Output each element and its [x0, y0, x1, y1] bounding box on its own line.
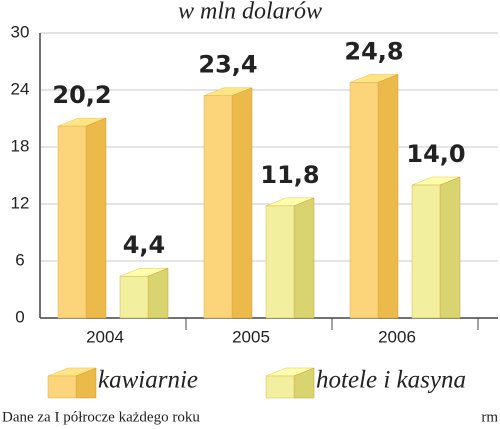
bar — [203, 95, 233, 319]
value-label: 4,4 — [123, 231, 166, 259]
bar — [411, 184, 441, 319]
y-tick-label: 24 — [11, 79, 30, 98]
legend-swatch — [47, 375, 77, 399]
bar — [119, 275, 149, 319]
bar-side — [231, 87, 253, 319]
value-label: 23,4 — [198, 51, 257, 79]
y-tick-label: 6 — [15, 250, 24, 269]
bar-side — [293, 197, 315, 319]
y-tick-label: 18 — [11, 136, 30, 155]
legend-swatch — [265, 375, 295, 399]
y-tick-label: 0 — [15, 307, 24, 326]
value-label: 14,0 — [406, 140, 465, 168]
value-label: 20,2 — [52, 81, 111, 109]
bar — [349, 82, 379, 319]
x-tick-label: 2006 — [378, 327, 416, 346]
legend-label: hotele i kasyna — [316, 367, 466, 394]
bar-side — [147, 267, 169, 319]
value-label: 24,8 — [344, 37, 403, 65]
y-tick-label: 12 — [11, 193, 30, 212]
value-label: 11,8 — [260, 161, 319, 189]
note: Dane za I półrocze każdego roku — [2, 409, 200, 425]
bar — [57, 125, 87, 319]
bar-side — [377, 74, 399, 319]
legend-label: kawiarnie — [98, 367, 198, 394]
credit: rm — [481, 409, 498, 425]
chart-title: w mln dolarów — [178, 0, 322, 25]
bar — [265, 205, 295, 319]
x-tick-label: 2004 — [86, 327, 124, 346]
bar-side — [85, 117, 107, 319]
y-tick-label: 30 — [11, 22, 30, 41]
x-tick-label: 2005 — [232, 327, 270, 346]
bar-side — [439, 176, 461, 319]
